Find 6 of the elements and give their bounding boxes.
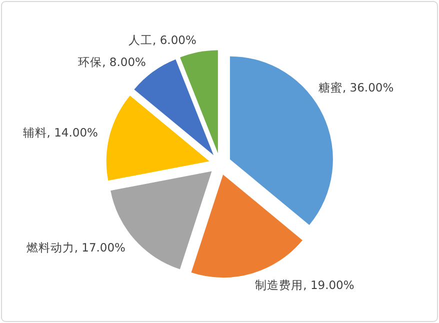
slice-label: 人工, 6.00% [128,33,196,48]
slice-label: 燃料动力, 17.00% [26,240,126,254]
slice-label: 制造费用, 19.00% [255,278,354,292]
slice-label: 环保, 8.00% [78,55,146,70]
slice-label: 辅料, 14.00% [22,126,98,140]
slice-label: 糖蜜, 36.00% [318,80,394,95]
